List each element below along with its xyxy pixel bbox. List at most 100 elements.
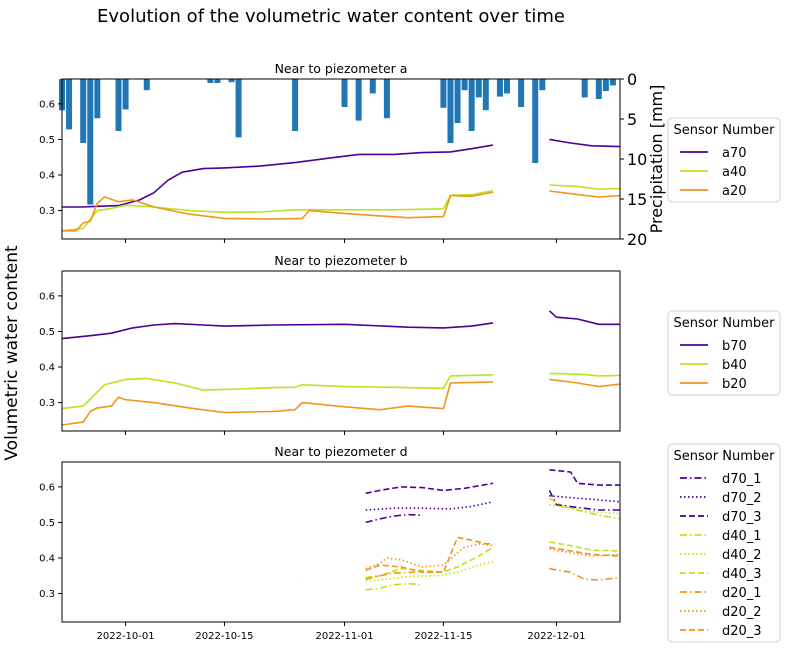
figure-title: Evolution of the volumetric water conten… [97,6,565,27]
legend-label-d20_3: d20_3 [722,624,762,639]
precipitation-bar [595,79,602,99]
y-tick-label: 0.5 [39,518,55,529]
legend-label-a40: a40 [722,165,747,180]
precipitation-bar [602,79,609,91]
panel-title: Near to piezometer b [274,253,407,268]
series-line-d70_2 [365,501,494,511]
legend-2: Sensor Number b70 b40 b20 [667,310,781,396]
precipitation-bar [94,79,101,119]
series-line-d20_3 [365,536,493,574]
series-line-b70 [61,322,494,340]
precipitation-bar [369,79,376,94]
x-tick-label: 2022-10-15 [195,631,253,642]
precip-tick-label: 0 [627,70,637,89]
series-line-d70_3 [365,482,494,495]
legend-label-d70_1: d70_1 [722,472,762,487]
legend-label-d20_1: d20_1 [722,586,762,601]
series-line-d70_2 [549,495,621,503]
legend-label-d40_1: d40_1 [722,529,762,544]
precipitation-bar [143,79,150,91]
legend-box [667,117,781,203]
precipitation-bar [440,79,447,108]
precip-axis-label: Precipitation [mm] [647,85,666,234]
series-line-d40_2 [549,503,621,515]
precipitation-bar [503,79,510,94]
y-tick-label: 0.4 [39,171,55,182]
precipitation-bar [207,79,214,83]
series-line-d40_2 [365,560,494,582]
precipitation-bar [214,79,221,83]
precipitation-bar [496,79,503,97]
precipitation-bar [475,79,482,98]
plot-frame [61,461,621,623]
series-line-d40_3 [549,541,621,552]
legend-label-b20: b20 [722,377,747,392]
series-line-b40 [549,372,621,377]
precipitation-bar [383,79,390,119]
legend-label-b40: b40 [722,358,747,373]
legend-title: Sensor Number [674,449,776,464]
plot-frame [61,78,621,240]
legend-title: Sensor Number [674,123,776,138]
series-line-b40 [61,374,493,410]
precipitation-bar [447,79,454,143]
precipitation-bar [235,79,242,138]
series-line-a40 [549,184,621,190]
y-tick-label: 0.3 [39,206,55,217]
precipitation-bar [532,79,539,163]
y-tick-label: 0.5 [39,327,55,338]
series-line-b20 [549,378,621,388]
precipitation-bar [228,79,235,83]
legend-label-d20_2: d20_2 [722,605,762,620]
precipitation-bar [454,79,461,123]
series-line-a70 [62,144,494,208]
legend-label-b70: b70 [722,339,747,354]
precipitation-bar [80,79,87,143]
precipitation-bar [87,79,94,205]
legend-label-d70_2: d70_2 [722,491,762,506]
precipitation-bar [115,79,122,131]
series-line-a20 [62,191,494,232]
precip-tick-label: 20 [627,230,647,249]
legend-title: Sensor Number [674,316,776,331]
panel-1: Near to piezometer a 0 5 10 15 20Precipitatio… [39,61,666,249]
panel-title: Near to piezometer d [274,444,407,459]
panel-3: Near to piezometer d 0.3 0.4 0.5 0.6 2022-10-… [39,444,621,642]
series-line-d40_3 [365,546,494,579]
y-tick-label: 0.6 [39,291,55,302]
series-line-d70_1 [365,513,423,524]
precipitation-bar [461,79,468,91]
legend-label-d40_2: d40_2 [722,548,762,563]
legend-1: Sensor Number a70 a40 a20 [667,117,781,203]
x-tick-label: 2022-11-15 [414,631,472,642]
plot-frame [61,270,621,432]
legend-label-a20: a20 [722,184,747,199]
precip-tick-label: 15 [627,190,647,209]
precipitation-bar [66,79,73,130]
series-line-b20 [61,381,493,426]
figure-ylabel: Volumetric water content [2,245,22,461]
series-line-a70 [549,138,621,148]
y-tick-label: 0.3 [39,398,55,409]
series-line-d20_1 [549,567,621,581]
y-tick-label: 0.5 [39,135,55,146]
x-tick-label: 2022-12-01 [527,631,585,642]
series-line-d40_1 [365,582,423,591]
series-line-d70_1 [548,490,620,511]
precipitation-bar [609,79,616,86]
y-tick-label: 0.3 [39,589,55,600]
series-line-d20_2 [365,542,494,570]
legend-label-a70: a70 [722,146,747,161]
x-tick-label: 2022-11-01 [315,631,373,642]
y-tick-label: 0.6 [39,99,55,110]
series-line-a40 [61,189,494,232]
x-tick-label: 2022-10-01 [97,631,155,642]
precipitation-bar [482,79,489,111]
precipitation-bar [539,79,546,91]
series-line-b70 [548,310,620,326]
precipitation-bar [518,79,525,107]
series-line-a20 [549,190,621,198]
precipitation-bar [292,79,299,131]
legend-3: Sensor Number d70_1 d70_2 d70_3 d40_1 d40_2 d4… [667,443,781,643]
